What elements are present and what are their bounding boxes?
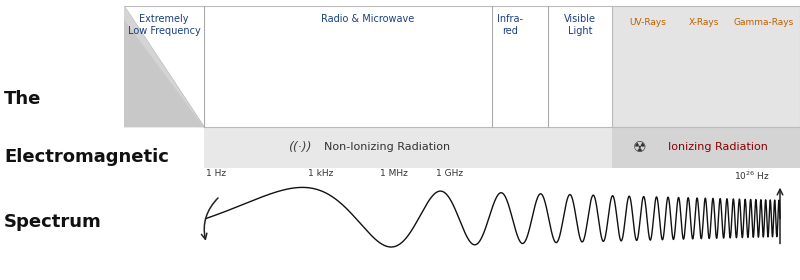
Polygon shape	[124, 6, 204, 127]
Text: 1 GHz: 1 GHz	[436, 169, 463, 178]
Bar	[612, 127, 800, 168]
Bar	[204, 127, 612, 168]
Text: Non-Ionizing Radiation: Non-Ionizing Radiation	[324, 142, 450, 152]
Text: Radio & Microwave: Radio & Microwave	[322, 14, 414, 24]
Text: Infra-
red: Infra- red	[498, 14, 523, 36]
Polygon shape	[124, 6, 612, 127]
Text: ☢: ☢	[633, 139, 647, 155]
Text: 1 MHz: 1 MHz	[380, 169, 408, 178]
Text: Gamma-Rays: Gamma-Rays	[734, 18, 794, 27]
Text: $10^{26}$ Hz: $10^{26}$ Hz	[734, 169, 770, 182]
Text: X-Rays: X-Rays	[689, 18, 719, 27]
Text: UV-Rays: UV-Rays	[630, 18, 666, 27]
Text: The: The	[4, 90, 42, 108]
Text: Ionizing Radiation: Ionizing Radiation	[668, 142, 768, 152]
Text: 1 Hz: 1 Hz	[206, 169, 226, 178]
Text: ((·)): ((·))	[288, 141, 312, 153]
Polygon shape	[124, 6, 204, 127]
Bar	[612, 6, 800, 127]
Text: 1 kHz: 1 kHz	[308, 169, 334, 178]
Text: Extremely
Low Frequency: Extremely Low Frequency	[128, 14, 200, 36]
Text: Spectrum: Spectrum	[4, 213, 102, 231]
Text: Electromagnetic: Electromagnetic	[4, 148, 169, 166]
Text: Visible
Light: Visible Light	[564, 14, 596, 36]
